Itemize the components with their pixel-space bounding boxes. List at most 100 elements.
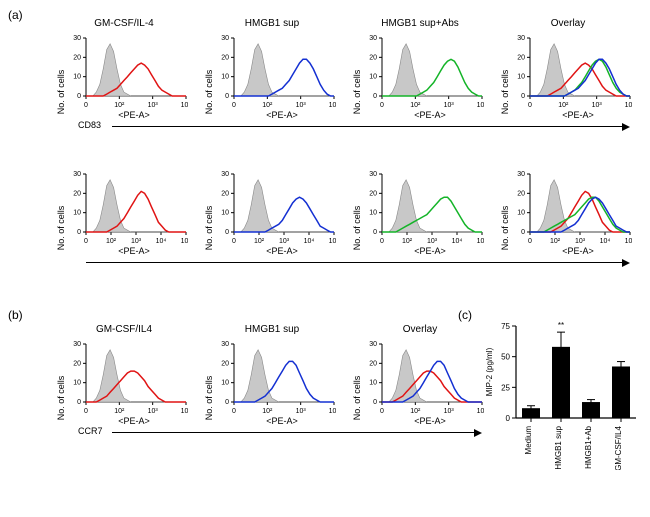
- svg-text:25: 25: [501, 383, 510, 392]
- panel-a-label: (a): [8, 8, 23, 22]
- svg-text:20: 20: [73, 190, 81, 197]
- svg-text:10⁴: 10⁴: [329, 102, 336, 109]
- ylab: No. of cells: [204, 376, 214, 421]
- svg-text:HMGB1+Ab: HMGB1+Ab: [584, 425, 593, 468]
- svg-text:30: 30: [73, 341, 81, 348]
- hist-a-r2-1: 0102030010²10³10⁴10⁵: [60, 170, 188, 250]
- svg-text:0: 0: [521, 93, 525, 100]
- ylab: No. of cells: [352, 70, 362, 115]
- svg-text:0: 0: [380, 102, 384, 109]
- xlab: <PE-A>: [118, 110, 150, 120]
- panel-b-label: (b): [8, 308, 23, 322]
- svg-text:10⁴: 10⁴: [625, 102, 632, 109]
- svg-text:10⁵: 10⁵: [625, 238, 632, 245]
- svg-text:10³: 10³: [148, 408, 159, 415]
- svg-text:10³: 10³: [296, 408, 307, 415]
- svg-text:10³: 10³: [131, 238, 142, 245]
- svg-text:10³: 10³: [444, 102, 455, 109]
- svg-text:30: 30: [221, 341, 229, 348]
- svg-text:10³: 10³: [575, 238, 586, 245]
- arrow-a-row2: [86, 262, 624, 263]
- svg-text:0: 0: [506, 414, 511, 423]
- ylab: No. of cells: [56, 206, 66, 251]
- svg-text:10⁵: 10⁵: [329, 238, 336, 245]
- svg-text:0: 0: [380, 238, 384, 245]
- arrow-a-row1: [112, 126, 624, 127]
- svg-text:0: 0: [77, 399, 81, 406]
- svg-text:30: 30: [369, 35, 377, 42]
- ylab: No. of cells: [56, 70, 66, 115]
- svg-text:30: 30: [73, 35, 81, 42]
- xlab: <PE-A>: [266, 416, 298, 426]
- ylab: No. of cells: [352, 206, 362, 251]
- svg-text:10²: 10²: [114, 102, 125, 109]
- hist-b-1: 0102030010²10³10⁴: [60, 340, 188, 420]
- ylab: No. of cells: [352, 376, 362, 421]
- svg-text:Medium: Medium: [524, 426, 533, 455]
- svg-text:10: 10: [369, 380, 377, 387]
- svg-text:0: 0: [521, 229, 525, 236]
- hist-b-3: 0102030010²10³10⁴: [356, 340, 484, 420]
- title-b3: Overlay: [403, 324, 437, 335]
- svg-text:20: 20: [221, 54, 229, 61]
- svg-text:10: 10: [73, 380, 81, 387]
- svg-text:10²: 10²: [410, 102, 421, 109]
- svg-text:10⁴: 10⁴: [477, 102, 484, 109]
- svg-text:10²: 10²: [106, 238, 117, 245]
- svg-text:10²: 10²: [410, 408, 421, 415]
- hist-a-r1-1: 0102030010²10³10⁴: [60, 34, 188, 114]
- marker-ccr7: CCR7: [78, 426, 103, 436]
- svg-text:10: 10: [369, 210, 377, 217]
- title-a1: GM-CSF/IL-4: [94, 18, 153, 29]
- hist-a-r1-3: 0102030010²10³10⁴: [356, 34, 484, 114]
- xlab: <PE-A>: [562, 110, 594, 120]
- svg-text:20: 20: [369, 190, 377, 197]
- svg-text:10⁴: 10⁴: [600, 238, 611, 245]
- xlab: <PE-A>: [118, 246, 150, 256]
- svg-text:10⁴: 10⁴: [156, 238, 167, 245]
- svg-text:10⁵: 10⁵: [181, 238, 188, 245]
- svg-text:0: 0: [373, 399, 377, 406]
- ylab: No. of cells: [204, 70, 214, 115]
- svg-text:10: 10: [221, 74, 229, 81]
- svg-text:10⁴: 10⁴: [181, 408, 188, 415]
- xlab: <PE-A>: [118, 416, 150, 426]
- xlab: <PE-A>: [266, 246, 298, 256]
- svg-text:0: 0: [225, 399, 229, 406]
- svg-text:0: 0: [84, 102, 88, 109]
- svg-text:0: 0: [232, 408, 236, 415]
- xlab: <PE-A>: [414, 416, 446, 426]
- svg-text:0: 0: [84, 238, 88, 245]
- svg-text:20: 20: [73, 54, 81, 61]
- svg-text:10²: 10²: [254, 238, 265, 245]
- svg-text:10: 10: [369, 74, 377, 81]
- svg-text:20: 20: [369, 360, 377, 367]
- svg-text:10²: 10²: [402, 238, 413, 245]
- svg-text:10: 10: [73, 210, 81, 217]
- svg-text:10²: 10²: [262, 102, 273, 109]
- xlab: <PE-A>: [266, 110, 298, 120]
- hist-a-r2-3: 0102030010²10³10⁴10⁵: [356, 170, 484, 250]
- svg-text:10: 10: [221, 210, 229, 217]
- svg-text:MIP-2 (pg/ml): MIP-2 (pg/ml): [485, 347, 494, 396]
- svg-text:10³: 10³: [296, 102, 307, 109]
- svg-text:20: 20: [517, 190, 525, 197]
- hist-a-r2-2: 0102030010²10³10⁴10⁵: [208, 170, 336, 250]
- svg-text:30: 30: [221, 171, 229, 178]
- svg-text:10²: 10²: [550, 238, 561, 245]
- svg-text:0: 0: [232, 238, 236, 245]
- hist-a-r2-4: 0102030010²10³10⁴10⁵: [504, 170, 632, 250]
- svg-text:0: 0: [84, 408, 88, 415]
- ylab: No. of cells: [500, 206, 510, 251]
- svg-text:10³: 10³: [279, 238, 290, 245]
- svg-text:75: 75: [501, 322, 510, 331]
- svg-text:10⁴: 10⁴: [452, 238, 463, 245]
- svg-text:30: 30: [73, 171, 81, 178]
- xlab: <PE-A>: [414, 246, 446, 256]
- svg-text:**: **: [558, 321, 564, 330]
- title-a2: HMGB1 sup: [245, 18, 299, 29]
- svg-text:0: 0: [77, 93, 81, 100]
- hist-b-2: 0102030010²10³10⁴: [208, 340, 336, 420]
- xlab: <PE-A>: [562, 246, 594, 256]
- svg-text:10⁵: 10⁵: [477, 238, 484, 245]
